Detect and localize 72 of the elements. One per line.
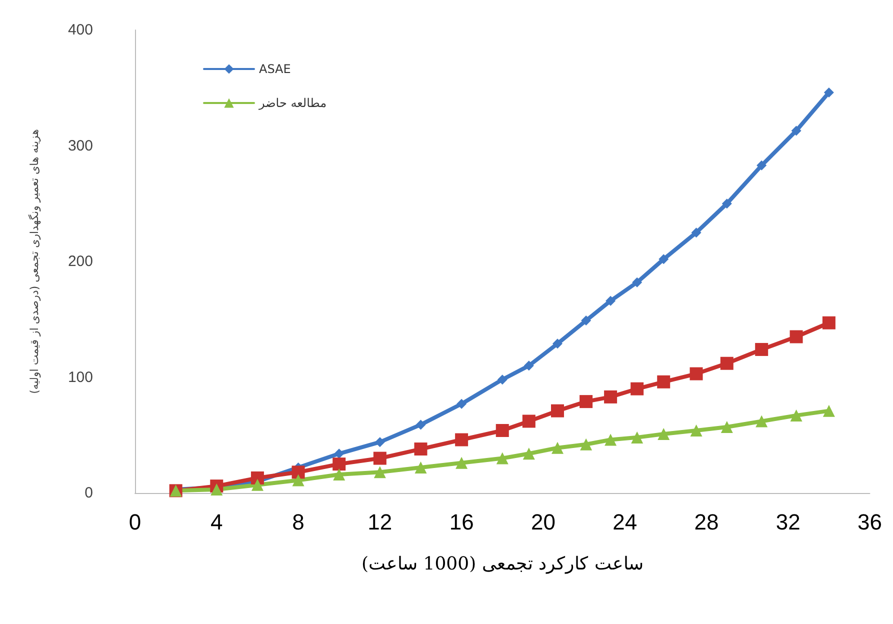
y-tick-label: 300 — [68, 137, 93, 154]
point — [658, 254, 669, 264]
point — [373, 452, 386, 465]
point — [631, 431, 644, 444]
point — [496, 424, 509, 437]
y-tick-label: 100 — [68, 368, 93, 386]
point — [755, 342, 768, 356]
x-tick-label: 24 — [612, 510, 638, 534]
point — [606, 296, 616, 306]
point — [250, 471, 264, 484]
point — [414, 462, 427, 474]
point — [456, 398, 467, 409]
point — [496, 452, 508, 464]
x-tick-label: 32 — [776, 510, 800, 534]
point — [822, 316, 836, 330]
x-tick-label: 28 — [694, 510, 719, 534]
point — [334, 448, 344, 459]
y-tick-label: 400 — [68, 22, 93, 38]
point — [580, 395, 593, 408]
point — [333, 468, 346, 480]
y-tick-label: 0 — [84, 484, 93, 502]
point — [552, 338, 562, 349]
legend-label: ASAE — [259, 62, 291, 76]
point — [522, 414, 536, 428]
point — [632, 277, 642, 288]
x-tick-label: 36 — [858, 510, 882, 534]
point — [824, 88, 834, 98]
point — [604, 434, 617, 446]
point — [292, 474, 304, 486]
point — [720, 356, 734, 370]
point — [791, 126, 802, 136]
point — [580, 438, 592, 450]
point — [657, 375, 670, 388]
point — [210, 484, 223, 496]
point — [630, 382, 644, 396]
y-tick-label: 200 — [68, 253, 93, 270]
point — [550, 404, 564, 418]
point — [690, 424, 702, 436]
point — [790, 330, 803, 344]
point — [524, 360, 534, 371]
point — [691, 228, 702, 238]
point — [522, 448, 535, 460]
point — [251, 478, 264, 491]
point — [720, 421, 733, 434]
point — [756, 415, 768, 428]
point — [581, 316, 592, 326]
point — [456, 456, 468, 469]
point — [551, 442, 564, 454]
point — [658, 428, 670, 440]
point — [604, 390, 618, 404]
point — [414, 442, 428, 456]
point — [790, 409, 802, 422]
point — [292, 466, 305, 479]
point — [756, 160, 767, 170]
x-axis-title: ساعت کارکرد تجمعی (1000 ساعت) — [362, 554, 644, 574]
point — [332, 458, 346, 471]
x-tick-label: 8 — [292, 510, 304, 534]
x-tick-label: 12 — [368, 510, 392, 534]
legend-label: مطالعه حاضر — [258, 96, 327, 110]
point — [374, 437, 385, 448]
point — [690, 367, 703, 380]
y-axis-title: هزینه های تعمیر ونگهداری تجمعی (درصدی از قیمت اولیه) — [28, 128, 41, 394]
x-tick-label: 16 — [449, 510, 474, 534]
point — [416, 420, 426, 430]
x-tick-label: 4 — [210, 510, 223, 534]
x-tick-label: 0 — [128, 510, 142, 534]
point — [497, 374, 508, 385]
point — [455, 433, 468, 446]
point — [374, 466, 386, 478]
point — [722, 198, 732, 209]
point — [822, 404, 835, 417]
x-tick-label: 20 — [530, 510, 556, 534]
